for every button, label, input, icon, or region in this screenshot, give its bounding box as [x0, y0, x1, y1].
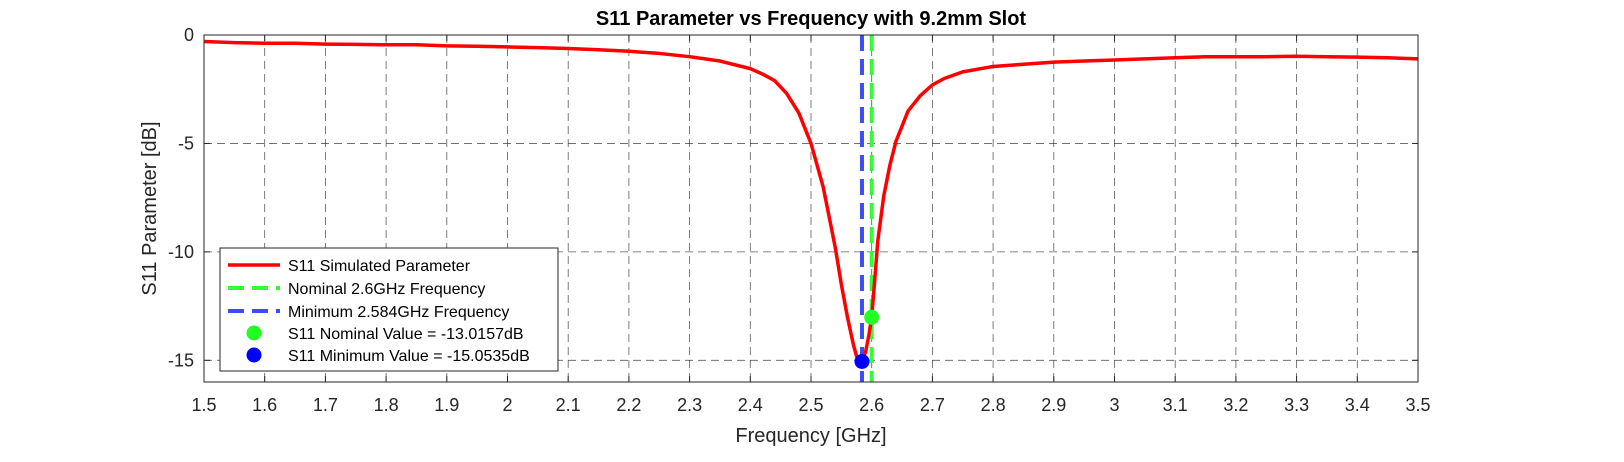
- x-tick-label: 1.5: [191, 395, 216, 415]
- y-tick-label: -15: [168, 350, 194, 370]
- y-tick-label: -10: [168, 242, 194, 262]
- x-tick-label: 3.2: [1223, 395, 1248, 415]
- y-axis-label: S11 Parameter [dB]: [139, 121, 161, 295]
- series-layer: [203, 35, 1419, 382]
- x-tick-label: 2.1: [556, 395, 581, 415]
- x-tick-label: 3.1: [1163, 395, 1188, 415]
- legend-swatch-marker: [246, 325, 262, 341]
- x-axis-label: Frequency [GHz]: [735, 425, 886, 447]
- x-tick-label: 2.9: [1041, 395, 1066, 415]
- legend: S11 Simulated Parameter Nominal 2.6GHz Fr…: [219, 247, 559, 372]
- x-tick-label: 3.4: [1345, 395, 1370, 415]
- legend-label: S11 Minimum Value = -15.0535dB: [288, 348, 530, 365]
- plot-frame: [203, 34, 1419, 383]
- x-tick-label: 1.7: [313, 395, 338, 415]
- x-axis-ticks: 1.5 1.6 1.7 1.8 1.9 2 2.1 2.2 2.3 2.4 2.5 2.6 2.7 2.8…: [191, 35, 1431, 415]
- x-tick-label: 2.8: [981, 395, 1006, 415]
- x-tick-label: 2.5: [798, 395, 823, 415]
- x-tick-label: 3: [1109, 395, 1119, 415]
- legend-label: S11 Nominal Value = -13.0157dB: [288, 326, 524, 343]
- legend-entry-nominal-frequency: Nominal 2.6GHz Frequency: [228, 281, 485, 298]
- legend-entry-minimum-value: S11 Minimum Value = -15.0535dB: [246, 347, 530, 365]
- x-tick-label: 2.2: [616, 395, 641, 415]
- x-tick-label: 1.9: [434, 395, 459, 415]
- x-tick-label: 2.3: [677, 395, 702, 415]
- legend-swatch-marker: [246, 347, 262, 363]
- x-tick-label: 3.5: [1405, 395, 1430, 415]
- x-tick-label: 2.4: [738, 395, 763, 415]
- legend-entry-nominal-value: S11 Nominal Value = -13.0157dB: [246, 325, 524, 343]
- y-tick-label: -5: [178, 133, 194, 153]
- minimum-value-marker: [854, 353, 870, 369]
- nominal-value-marker: [864, 309, 880, 325]
- grid: [204, 35, 1418, 382]
- x-tick-label: 1.6: [252, 395, 277, 415]
- chart-title: S11 Parameter vs Frequency with 9.2mm Sl…: [596, 8, 1027, 30]
- legend-entry-minimum-frequency: Minimum 2.584GHz Frequency: [228, 304, 509, 321]
- legend-label: S11 Simulated Parameter: [288, 258, 471, 275]
- y-axis-ticks: 0 -5 -10 -15: [168, 25, 1418, 370]
- legend-label: Minimum 2.584GHz Frequency: [288, 304, 509, 321]
- legend-entry-simulated: S11 Simulated Parameter: [228, 258, 471, 275]
- x-tick-label: 2: [502, 395, 512, 415]
- x-tick-label: 1.8: [374, 395, 399, 415]
- x-tick-label: 3.3: [1284, 395, 1309, 415]
- x-tick-label: 2.7: [920, 395, 945, 415]
- y-tick-label: 0: [184, 25, 194, 45]
- x-tick-label: 2.6: [859, 395, 884, 415]
- legend-label: Nominal 2.6GHz Frequency: [288, 281, 485, 298]
